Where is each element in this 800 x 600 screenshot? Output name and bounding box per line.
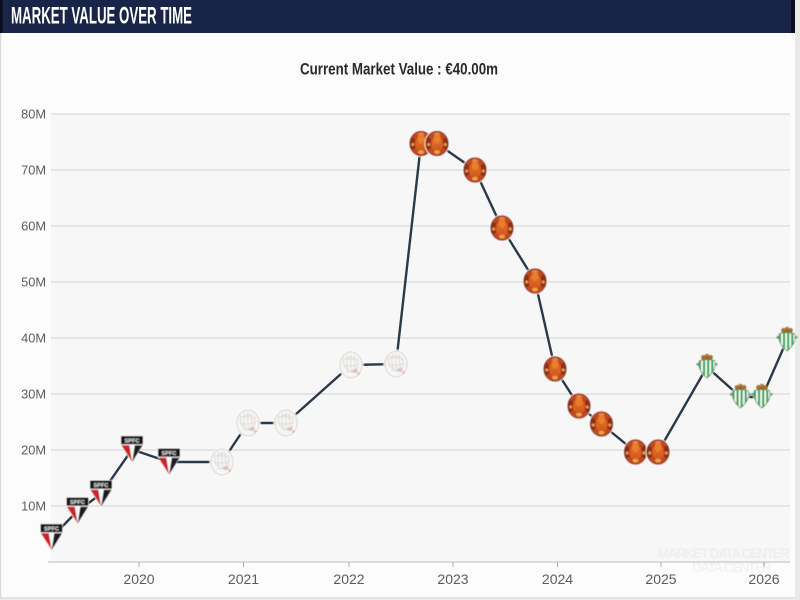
svg-text:2025: 2025: [645, 571, 676, 587]
svg-text:2020: 2020: [123, 571, 154, 587]
svg-text:2026: 2026: [748, 571, 779, 587]
svg-text:50M: 50M: [21, 275, 46, 290]
svg-text:2021: 2021: [228, 571, 259, 587]
svg-text:40M: 40M: [21, 331, 46, 346]
svg-text:2024: 2024: [542, 571, 573, 587]
svg-text:60M: 60M: [21, 219, 46, 234]
svg-text:Current Market Value : €40.00m: Current Market Value : €40.00m: [300, 61, 498, 79]
svg-text:10M: 10M: [21, 499, 46, 514]
svg-text:2023: 2023: [437, 571, 468, 587]
svg-text:30M: 30M: [21, 387, 46, 402]
svg-text:DATA CENTER: DATA CENTER: [692, 560, 772, 575]
svg-text:MARKET DATA CENTER: MARKET DATA CENTER: [658, 546, 790, 561]
svg-text:70M: 70M: [21, 163, 46, 178]
svg-text:MARKET VALUE OVER TIME: MARKET VALUE OVER TIME: [11, 3, 192, 30]
svg-text:20M: 20M: [21, 443, 46, 458]
svg-text:80M: 80M: [21, 107, 46, 122]
svg-text:2022: 2022: [333, 571, 364, 587]
